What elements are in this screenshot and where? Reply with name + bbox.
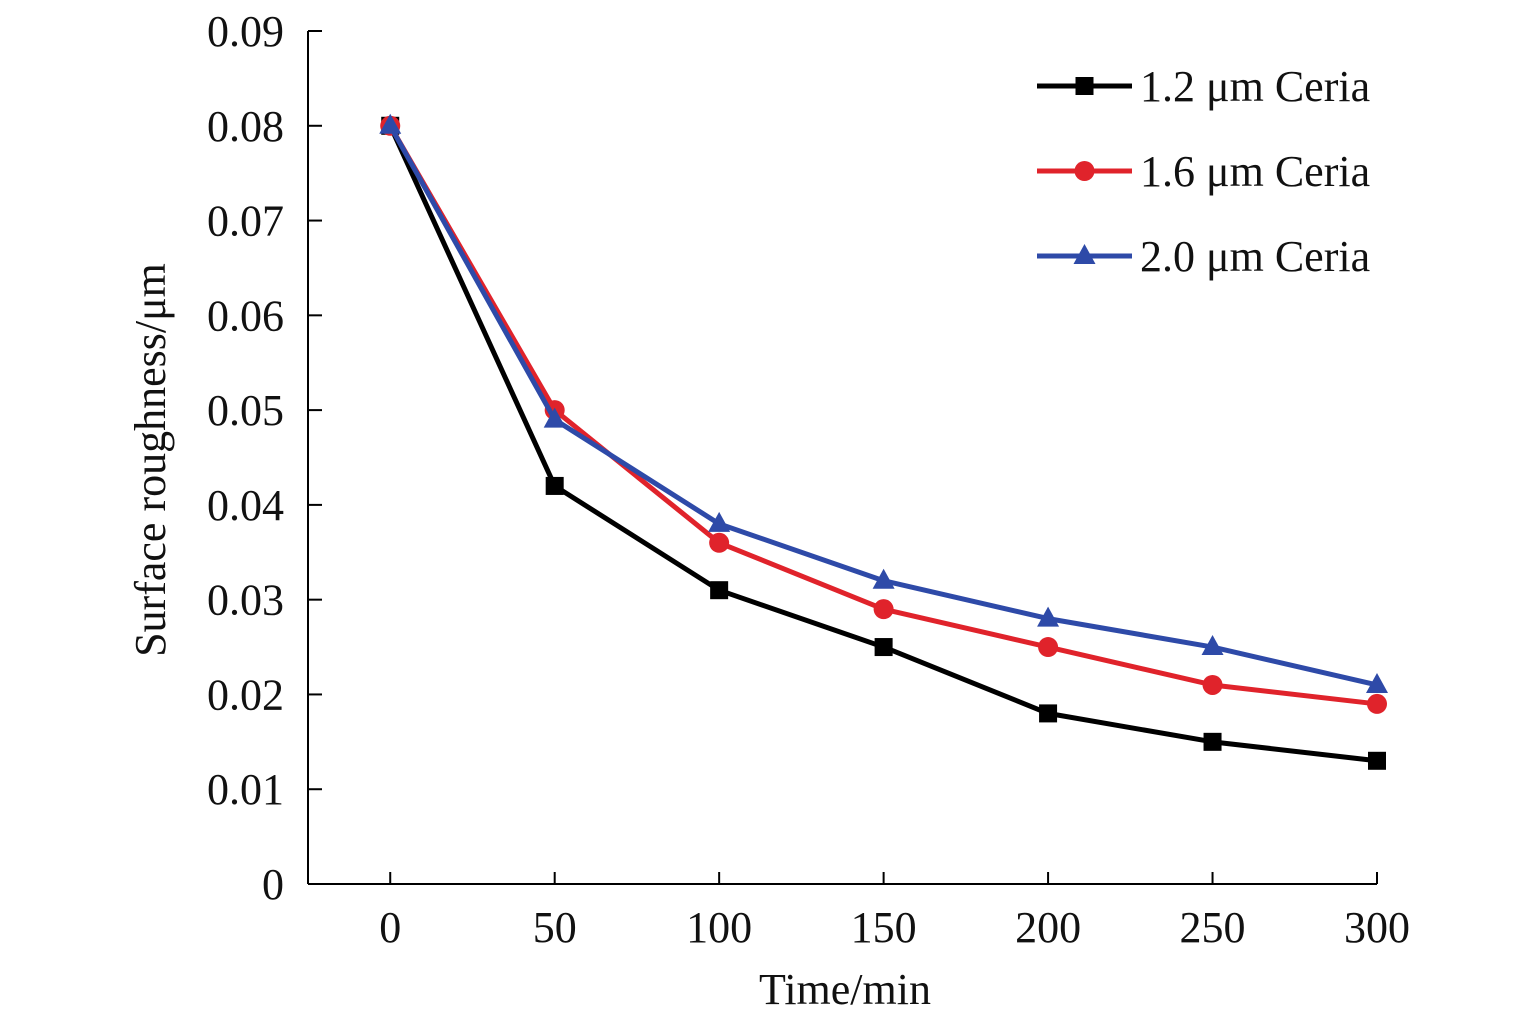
y-tick-label: 0 [262,860,284,909]
data-point [1039,704,1058,723]
x-tick-label: 250 [1180,903,1246,952]
x-tick-label: 200 [1015,903,1081,952]
series-2 [380,115,1387,714]
y-tick-label: 0.02 [207,670,284,719]
data-point [1201,635,1224,656]
y-tick-label: 0.01 [207,765,284,814]
data-point [1203,732,1222,751]
y-tick-label: 0.05 [207,386,284,435]
legend-swatch-marker [1073,244,1096,264]
data-point [873,599,894,620]
legend-swatch-marker [1074,161,1095,181]
y-tick-label: 0.03 [207,576,284,625]
data-point [709,532,730,553]
x-tick-label: 300 [1344,903,1410,952]
x-tick-label: 50 [533,903,577,952]
y-tick-label: 0.04 [207,481,284,530]
data-point [1366,672,1388,693]
series-line [387,124,1378,764]
data-point [1037,606,1060,627]
legend-label: 1.2 μm Ceria [1140,62,1370,111]
x-tick-label: 100 [686,903,752,952]
data-point [1202,674,1223,695]
data-point [543,407,566,428]
legend: 1.2 μm Ceria 1.6 μm Ceria 2.0 μm Ceria [1037,62,1370,281]
data-point [872,568,895,589]
series-layer [379,113,1388,770]
y-axis-title: Surface roughness/μm [126,263,175,657]
legend-label: 2.0 μm Ceria [1140,232,1370,281]
data-point [710,581,729,600]
legend-entry-2: 1.6 μm Ceria [1037,147,1370,196]
data-point [1368,751,1386,770]
y-tick-label: 0.06 [207,291,284,340]
x-tick-label: 150 [851,903,917,952]
x-axis-title: Time/min [759,965,931,1014]
series-1 [381,116,1386,770]
legend-entry-3: 2.0 μm Ceria [1037,232,1370,281]
legend-entry-1: 1.2 μm Ceria [1037,62,1370,111]
data-point [708,511,731,532]
legend-label: 1.6 μm Ceria [1140,147,1370,196]
data-point [379,113,402,134]
data-point [1038,637,1059,658]
x-tick-label: 0 [379,903,401,952]
legend-swatch-marker [1075,77,1094,95]
y-tick-label: 0.08 [207,102,284,151]
axes: 0 0.01 0.02 0.03 0.04 0.05 0.06 0.07 0.08 0.09 0 50… [207,7,1410,952]
data-point [1367,693,1387,714]
series-3 [379,113,1388,693]
y-tick-label: 0.09 [207,7,284,56]
data-point [874,638,893,657]
y-tick-label: 0.07 [207,197,284,246]
data-point [545,476,564,495]
